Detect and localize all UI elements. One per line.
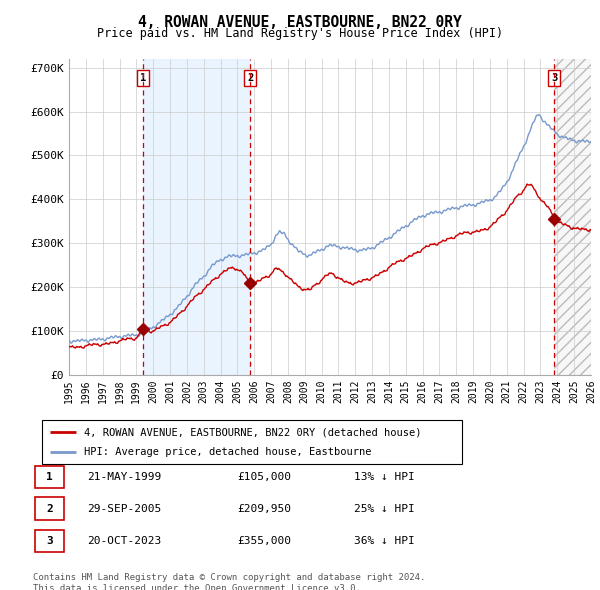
Bar — [554, 59, 591, 375]
Text: 2: 2 — [247, 73, 253, 83]
Text: 1: 1 — [140, 73, 146, 83]
Text: 1: 1 — [46, 472, 53, 481]
Text: 3: 3 — [46, 536, 53, 546]
Text: 3: 3 — [551, 73, 557, 83]
Text: 4, ROWAN AVENUE, EASTBOURNE, BN22 0RY (detached house): 4, ROWAN AVENUE, EASTBOURNE, BN22 0RY (d… — [84, 428, 421, 437]
Text: Contains HM Land Registry data © Crown copyright and database right 2024.
This d: Contains HM Land Registry data © Crown c… — [33, 573, 425, 590]
Text: 21-MAY-1999: 21-MAY-1999 — [87, 472, 161, 481]
Text: 29-SEP-2005: 29-SEP-2005 — [87, 504, 161, 513]
Text: £105,000: £105,000 — [237, 472, 291, 481]
Bar — [143, 59, 250, 375]
Text: 25% ↓ HPI: 25% ↓ HPI — [354, 504, 415, 513]
Text: 20-OCT-2023: 20-OCT-2023 — [87, 536, 161, 546]
Text: 2: 2 — [46, 504, 53, 513]
Text: 4, ROWAN AVENUE, EASTBOURNE, BN22 0RY: 4, ROWAN AVENUE, EASTBOURNE, BN22 0RY — [138, 15, 462, 30]
Text: HPI: Average price, detached house, Eastbourne: HPI: Average price, detached house, East… — [84, 447, 371, 457]
Text: 13% ↓ HPI: 13% ↓ HPI — [354, 472, 415, 481]
Text: £355,000: £355,000 — [237, 536, 291, 546]
Text: Price paid vs. HM Land Registry's House Price Index (HPI): Price paid vs. HM Land Registry's House … — [97, 27, 503, 40]
Text: 36% ↓ HPI: 36% ↓ HPI — [354, 536, 415, 546]
Text: £209,950: £209,950 — [237, 504, 291, 513]
Bar — [554, 59, 591, 375]
